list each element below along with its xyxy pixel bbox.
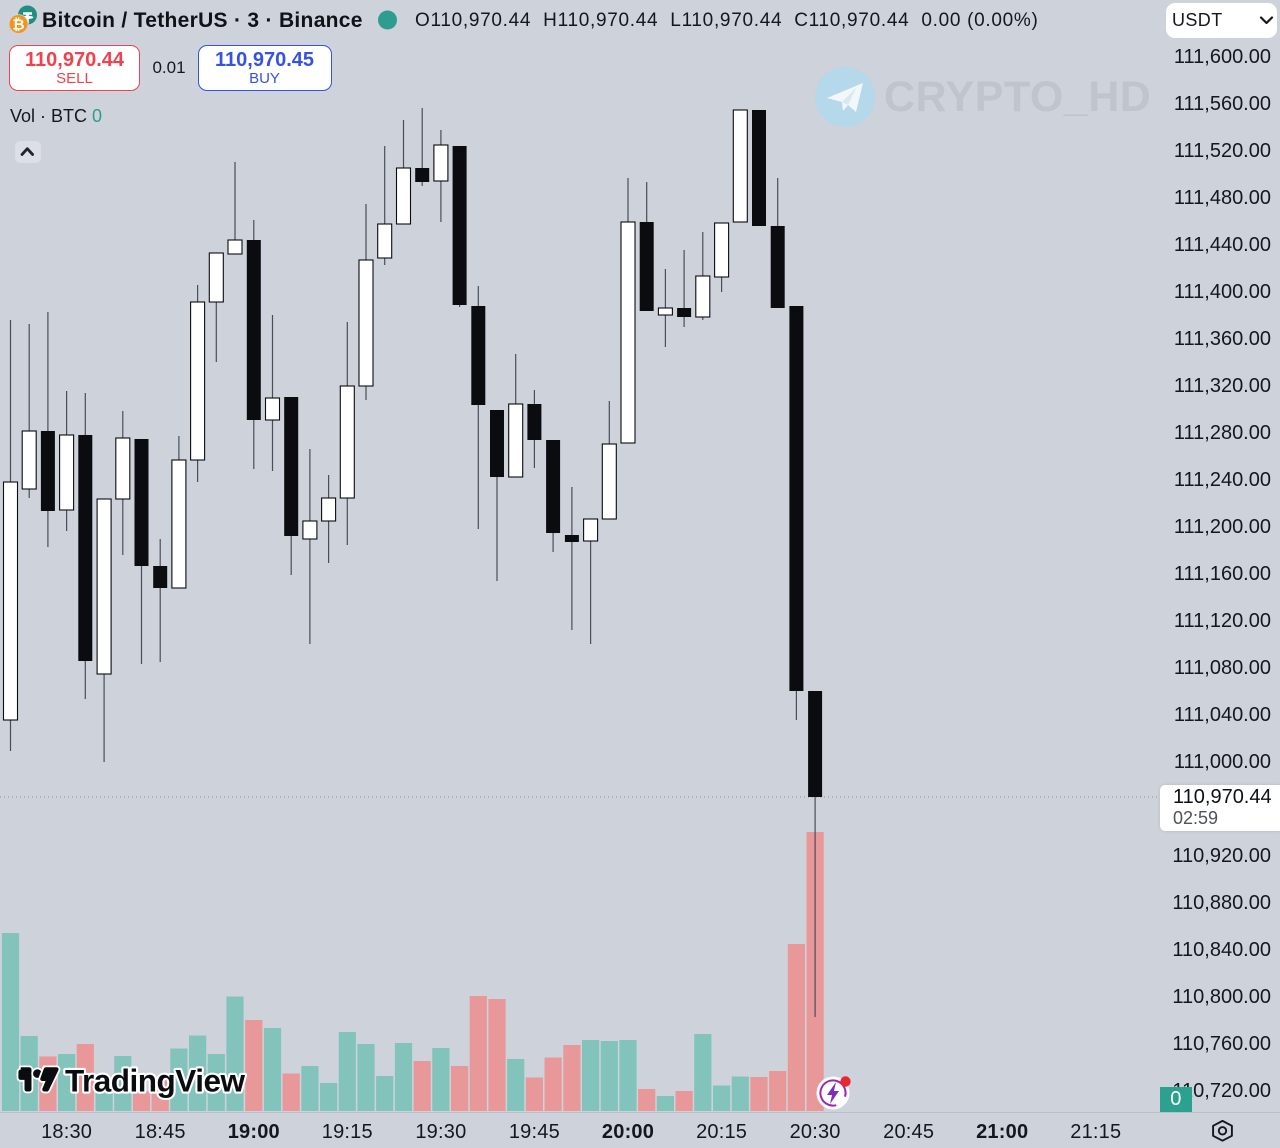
svg-text:TradingView: TradingView: [65, 1063, 245, 1099]
svg-text:₿: ₿: [12, 17, 24, 34]
svg-text:CRYPTO_HD: CRYPTO_HD: [884, 73, 1151, 121]
